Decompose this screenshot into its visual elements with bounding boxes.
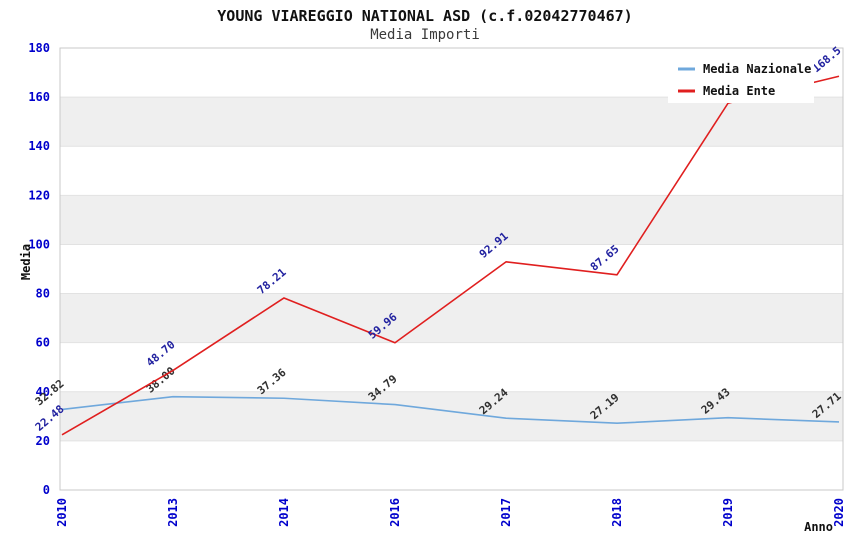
x-axis-title: Anno [804, 520, 833, 534]
y-axis-title: Media [19, 244, 33, 280]
x-tick-label: 2010 [55, 498, 69, 527]
x-tick-label: 2017 [499, 498, 513, 527]
y-tick-label: 140 [28, 139, 50, 153]
y-tick-label: 60 [36, 336, 50, 350]
line-media-nazionale [61, 395, 840, 425]
point-label-media-ente: 87.65 [588, 242, 622, 273]
point-label-media-ente: 168.5 [810, 44, 844, 75]
chart-subtitle: Media Importi [370, 27, 480, 43]
x-tick-label: 2018 [610, 498, 624, 527]
chart-title: YOUNG VIAREGGIO NATIONAL ASD (c.f.020427… [217, 7, 633, 25]
plot-band [60, 195, 843, 245]
x-tick-label: 2016 [388, 498, 402, 527]
y-tick-label: 80 [36, 287, 50, 301]
plot-band [60, 391, 843, 441]
y-tick-label: 100 [28, 237, 50, 251]
x-tick-label: 2019 [721, 498, 735, 527]
y-tick-label: 0 [43, 483, 50, 497]
plot-area: 0 20 40 60 80 100 120 140 160 180 2010 2013 2014 2016… [28, 41, 846, 527]
x-tick-label: 2013 [166, 498, 180, 527]
line-media-ente [61, 75, 840, 436]
legend-box [668, 57, 814, 103]
y-tick-label: 120 [28, 188, 50, 202]
point-label-media-ente: 78.21 [255, 265, 289, 296]
legend: Media Nazionale Media Ente [668, 57, 814, 103]
y-tick-label: 160 [28, 90, 50, 104]
y-tick-label: 20 [36, 434, 50, 448]
plot-band [60, 97, 843, 147]
y-tick-label: 180 [28, 41, 50, 55]
legend-label-media-ente: Media Ente [703, 84, 775, 98]
legend-label-media-nazionale: Media Nazionale [703, 62, 811, 76]
point-label-media-nazionale: 38.00 [144, 364, 178, 395]
plot-border [59, 47, 844, 491]
x-tick-label: 2014 [277, 498, 291, 527]
y-tick-label: 40 [36, 385, 50, 399]
x-tick-label: 2020 [832, 498, 846, 527]
